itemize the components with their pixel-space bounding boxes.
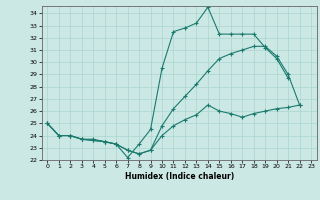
X-axis label: Humidex (Indice chaleur): Humidex (Indice chaleur) [124,172,234,181]
